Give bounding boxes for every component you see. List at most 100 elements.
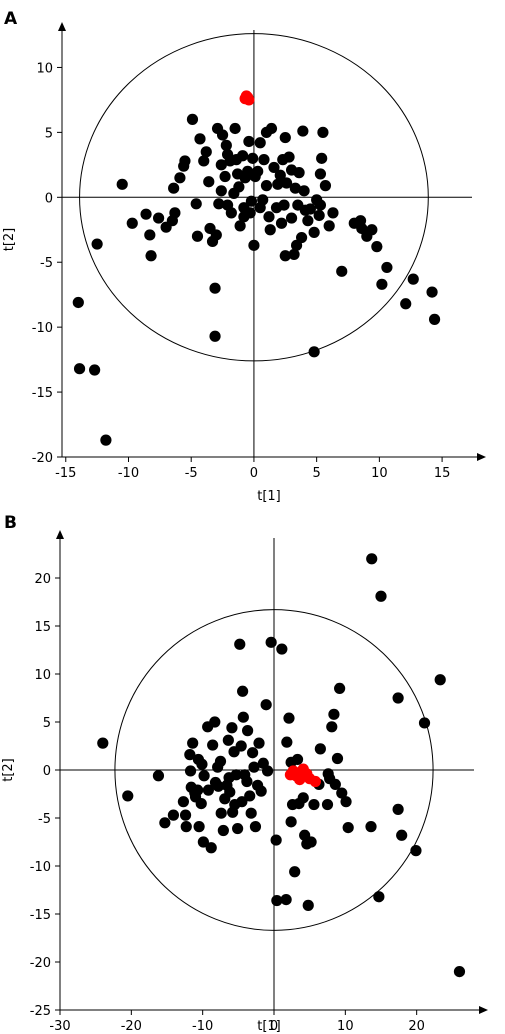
data-point: [265, 122, 278, 135]
data-point: [289, 866, 301, 878]
data-point: [278, 199, 290, 211]
data-point: [319, 180, 332, 192]
data-point: [271, 894, 283, 907]
data-point: [253, 737, 265, 749]
data-point: [329, 778, 341, 791]
y-tick-label: 15: [34, 620, 51, 635]
data-point: [280, 177, 293, 189]
x-tick-label: -5: [185, 466, 198, 481]
data-point: [274, 169, 286, 181]
data-point: [184, 749, 196, 761]
data-point: [426, 286, 438, 298]
data-point: [316, 152, 328, 164]
data-point: [381, 261, 393, 274]
data-point: [407, 273, 419, 285]
data-point: [197, 836, 209, 848]
y-axis-title-a: t[2]: [2, 228, 17, 252]
data-point: [428, 313, 441, 325]
data-point: [205, 842, 217, 854]
data-point: [244, 207, 256, 219]
data-point: [321, 798, 334, 811]
data-point: [317, 126, 329, 138]
data-point: [270, 834, 282, 846]
data-point: [314, 199, 327, 211]
data-point: [308, 346, 320, 358]
data-point: [216, 129, 229, 141]
x-tick-label: -30: [49, 1019, 70, 1034]
data-point: [248, 239, 260, 251]
data-point: [152, 770, 165, 782]
data-point: [215, 159, 227, 171]
y-tick-label: 0: [45, 191, 53, 206]
data-point: [366, 224, 378, 236]
data-point: [297, 125, 309, 137]
data-point: [314, 743, 326, 755]
data-point: [245, 195, 258, 207]
data-point: [217, 824, 229, 837]
data-point: [235, 740, 247, 752]
data-point: [233, 181, 245, 193]
data-point: [202, 784, 214, 796]
y-tick-label: -15: [32, 386, 53, 401]
data-point: [152, 212, 165, 224]
data-point: [232, 822, 244, 835]
data-point: [210, 229, 222, 241]
data-point: [302, 215, 314, 227]
confidence-ellipse: [79, 33, 429, 362]
x-tick-label: 0: [250, 466, 258, 481]
y-tick-label: -5: [38, 812, 51, 827]
data-point: [224, 786, 236, 798]
data-point: [89, 364, 101, 376]
data-point: [305, 836, 317, 848]
data-point: [247, 747, 259, 759]
x-axis-title-b: t[1]: [257, 1019, 281, 1034]
data-point: [236, 796, 248, 808]
x-axis-title-a: t[1]: [257, 489, 281, 504]
data-point: [226, 722, 238, 734]
data-point: [260, 180, 273, 192]
data-point: [313, 209, 325, 222]
data-point: [331, 752, 344, 765]
y-axis-arrow: [58, 22, 66, 31]
data-point: [168, 182, 180, 194]
y-tick-label: 0: [43, 764, 51, 779]
data-point: [237, 711, 249, 723]
data-point: [140, 208, 152, 220]
data-point: [366, 553, 378, 565]
data-point: [248, 761, 260, 773]
y-tick-label: 20: [34, 572, 51, 587]
data-point: [212, 780, 224, 792]
y-tick-label: 5: [45, 126, 53, 141]
x-tick-label: -20: [121, 1019, 142, 1034]
data-point: [327, 207, 339, 219]
x-tick-label: 0: [270, 1019, 278, 1034]
highlight-point: [242, 91, 254, 103]
data-point: [279, 250, 291, 262]
data-point: [145, 250, 157, 262]
data-point: [260, 699, 272, 711]
data-point: [279, 131, 291, 144]
data-point: [323, 220, 335, 232]
x-tick-label: 10: [337, 1019, 354, 1034]
data-point: [375, 590, 387, 602]
data-point: [215, 807, 227, 819]
data-point: [179, 155, 191, 167]
data-point: [97, 737, 109, 749]
data-point: [126, 217, 138, 229]
data-point: [371, 241, 383, 253]
data-point: [191, 230, 204, 242]
data-point: [237, 150, 249, 162]
x-axis-arrow: [477, 453, 486, 461]
data-point: [314, 168, 327, 180]
y-tick-label: -25: [30, 1004, 51, 1019]
data-point: [257, 194, 269, 206]
data-point: [326, 721, 338, 733]
data-point: [272, 178, 284, 190]
data-point: [252, 165, 264, 177]
data-point: [159, 817, 171, 829]
data-point: [167, 809, 180, 821]
data-point: [268, 161, 280, 174]
data-point: [418, 717, 431, 729]
data-point: [241, 775, 253, 788]
data-point: [304, 203, 316, 215]
